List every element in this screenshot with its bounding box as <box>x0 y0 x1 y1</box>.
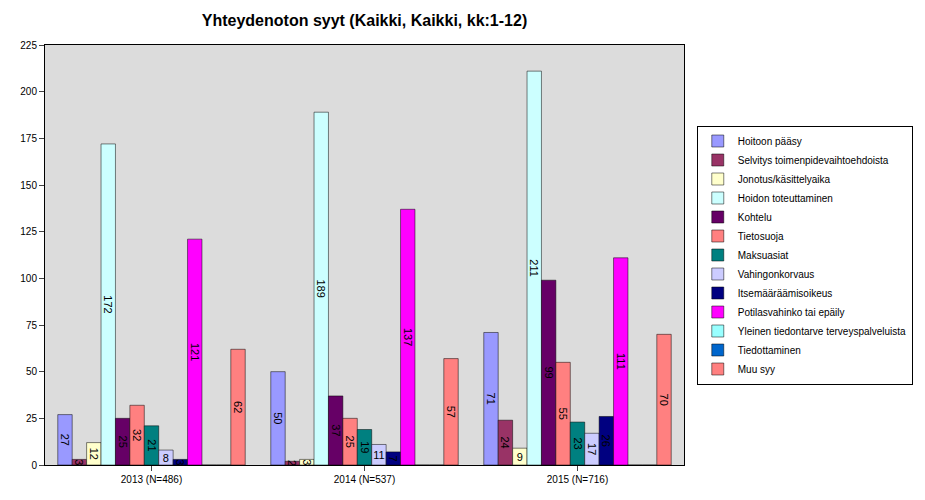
svg-text:62: 62 <box>232 401 244 413</box>
svg-text:Tietosuoja: Tietosuoja <box>738 231 784 242</box>
svg-text:19: 19 <box>359 441 371 453</box>
svg-text:2: 2 <box>286 460 298 466</box>
svg-text:Yleinen tiedontarve terveyspal: Yleinen tiedontarve terveyspalveluista <box>738 326 906 337</box>
svg-text:17: 17 <box>586 443 598 455</box>
svg-text:111: 111 <box>615 353 627 370</box>
svg-text:71: 71 <box>485 393 497 405</box>
svg-text:3: 3 <box>73 459 85 465</box>
svg-text:Kohtelu: Kohtelu <box>738 212 772 223</box>
svg-text:26: 26 <box>600 435 612 447</box>
svg-text:0: 0 <box>31 460 37 471</box>
svg-text:21: 21 <box>146 439 158 451</box>
svg-text:25: 25 <box>26 413 38 424</box>
svg-text:75: 75 <box>26 320 38 331</box>
svg-text:Hoitoon pääsy: Hoitoon pääsy <box>738 136 802 147</box>
svg-text:11: 11 <box>373 449 384 461</box>
svg-text:7: 7 <box>387 455 399 461</box>
svg-text:24: 24 <box>499 436 511 448</box>
svg-text:172: 172 <box>102 295 114 313</box>
svg-text:3: 3 <box>301 459 313 465</box>
svg-text:3: 3 <box>174 459 186 465</box>
svg-text:27: 27 <box>59 434 71 446</box>
svg-text:25: 25 <box>117 436 129 448</box>
svg-text:12: 12 <box>88 448 100 460</box>
svg-text:Muu syy: Muu syy <box>738 364 775 375</box>
svg-text:2015 (N=716): 2015 (N=716) <box>547 474 608 485</box>
svg-text:Yhteydenoton syyt (Kaikki, Kai: Yhteydenoton syyt (Kaikki, Kaikki, kk:1-… <box>202 12 527 29</box>
svg-text:211: 211 <box>528 259 540 277</box>
svg-text:2013 (N=486): 2013 (N=486) <box>121 474 182 485</box>
svg-text:Tiedottaminen: Tiedottaminen <box>738 345 801 356</box>
svg-text:50: 50 <box>272 412 284 424</box>
svg-text:37: 37 <box>330 424 342 436</box>
svg-text:137: 137 <box>402 328 414 346</box>
svg-text:32: 32 <box>131 429 143 441</box>
svg-text:9: 9 <box>517 451 523 463</box>
svg-text:2014 (N=537): 2014 (N=537) <box>334 474 395 485</box>
svg-text:Hoidon toteuttaminen: Hoidon toteuttaminen <box>738 193 833 204</box>
svg-text:Maksuasiat: Maksuasiat <box>738 250 789 261</box>
svg-text:Vahingonkorvaus: Vahingonkorvaus <box>738 269 815 280</box>
svg-text:Selvitys toimenpidevaihtoehdoi: Selvitys toimenpidevaihtoehdoista <box>738 155 889 166</box>
svg-text:Itsemääräämisoikeus: Itsemääräämisoikeus <box>738 288 832 299</box>
svg-text:99: 99 <box>543 366 555 378</box>
svg-text:175: 175 <box>20 133 37 144</box>
svg-text:55: 55 <box>557 408 569 420</box>
svg-text:8: 8 <box>163 452 169 464</box>
svg-text:150: 150 <box>20 180 37 191</box>
svg-text:23: 23 <box>572 437 584 449</box>
svg-text:Potilasvahinko tai epäily: Potilasvahinko tai epäily <box>738 307 845 318</box>
svg-text:100: 100 <box>20 273 37 284</box>
svg-text:57: 57 <box>445 406 457 418</box>
svg-text:50: 50 <box>26 366 38 377</box>
svg-text:225: 225 <box>20 40 37 51</box>
svg-text:200: 200 <box>20 86 37 97</box>
svg-text:70: 70 <box>658 394 670 406</box>
svg-text:121: 121 <box>189 343 201 361</box>
svg-text:25: 25 <box>344 436 356 448</box>
svg-text:189: 189 <box>315 279 327 297</box>
svg-text:Jonotus/käsittelyaika: Jonotus/käsittelyaika <box>738 174 831 185</box>
svg-text:125: 125 <box>20 226 37 237</box>
